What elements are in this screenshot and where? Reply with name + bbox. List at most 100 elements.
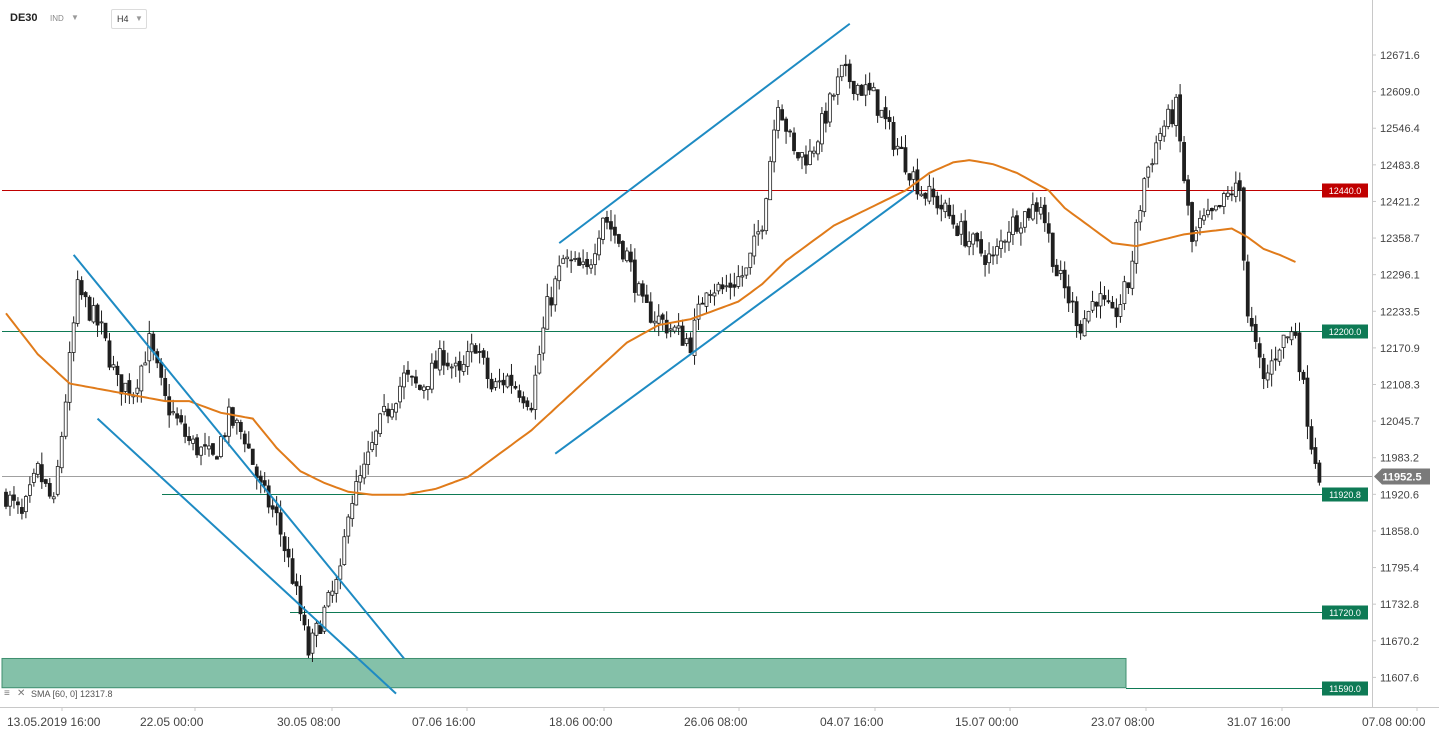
- candle: [1249, 306, 1254, 332]
- indicator-remove-icon[interactable]: ✕: [17, 688, 26, 699]
- candle: [1046, 212, 1051, 243]
- candle: [16, 497, 20, 514]
- candle: [915, 158, 920, 200]
- candle-body: [429, 362, 434, 390]
- candle: [1030, 192, 1035, 222]
- candle: [175, 407, 180, 426]
- candle-body: [1257, 343, 1262, 358]
- candle-body: [1233, 182, 1238, 197]
- candle: [593, 243, 597, 276]
- candle-body: [1019, 227, 1023, 234]
- candle-body: [262, 480, 267, 486]
- candle: [1126, 282, 1131, 294]
- candle-body: [569, 259, 574, 262]
- candle: [270, 497, 275, 518]
- candle: [656, 304, 661, 337]
- candle-body: [382, 405, 387, 413]
- candle-body: [1050, 232, 1055, 267]
- candle: [497, 368, 502, 389]
- candle-body: [294, 581, 299, 587]
- candle-body: [628, 251, 633, 263]
- candle: [366, 440, 371, 475]
- y-tick-label: 11858.0: [1380, 526, 1419, 538]
- indicator-menu-icon[interactable]: ≡: [4, 688, 10, 699]
- candle-body: [441, 350, 446, 366]
- candle-body: [234, 419, 239, 424]
- candle-body: [103, 322, 108, 339]
- candle-body: [1269, 360, 1274, 375]
- candle: [334, 575, 339, 603]
- candle-body: [1126, 282, 1131, 289]
- candle-body: [278, 512, 283, 535]
- y-tick-label: 12233.5: [1380, 306, 1420, 318]
- candle: [183, 415, 188, 444]
- candle: [632, 248, 637, 303]
- candle: [83, 291, 88, 308]
- candle: [1130, 250, 1135, 296]
- x-tick-label: 07.06 16:00: [412, 715, 476, 729]
- candle-body: [573, 258, 578, 260]
- symbol-label[interactable]: DE30: [10, 12, 38, 24]
- candle-body: [708, 294, 713, 296]
- y-tick-label: 12421.2: [1380, 196, 1420, 208]
- candle: [621, 239, 625, 263]
- candle-body: [728, 282, 733, 288]
- candle-body: [525, 400, 530, 407]
- candle: [1142, 177, 1147, 217]
- candle-body: [374, 430, 379, 445]
- candle: [597, 230, 601, 261]
- candle-body: [975, 232, 980, 242]
- candle-body: [792, 132, 796, 152]
- candle-body: [219, 436, 223, 457]
- candle-body: [1134, 221, 1139, 264]
- candle: [386, 403, 390, 424]
- timeframe-selector[interactable]: H4 ▼: [111, 9, 147, 29]
- candle-body: [529, 407, 534, 411]
- candle-body: [171, 411, 176, 414]
- candle: [541, 316, 546, 361]
- candle: [505, 373, 510, 389]
- candle-body: [71, 322, 76, 353]
- candle: [1202, 208, 1206, 226]
- candle: [437, 340, 442, 376]
- candle: [756, 220, 761, 246]
- candle-body: [613, 226, 617, 236]
- candle: [127, 373, 132, 404]
- candle: [465, 340, 470, 375]
- candle-body: [756, 231, 761, 235]
- candle-body: [187, 436, 191, 441]
- symbol-dropdown-chevron-icon[interactable]: ▼: [71, 13, 79, 22]
- candle: [370, 431, 375, 453]
- candle-body: [59, 436, 64, 469]
- candle-body: [1237, 180, 1242, 191]
- candle-body: [760, 229, 765, 232]
- candle-body: [306, 626, 311, 656]
- candle-body: [175, 413, 180, 419]
- candle-body: [1142, 178, 1147, 213]
- candle-body: [338, 565, 343, 580]
- candle: [1054, 258, 1059, 277]
- candle: [740, 265, 745, 287]
- level-tag-label-2: 11920.8: [1329, 490, 1361, 500]
- candle-body: [390, 409, 394, 418]
- candle-body: [1293, 331, 1298, 336]
- candle-body: [585, 258, 589, 268]
- candle-body: [1106, 300, 1111, 303]
- candle-body: [688, 337, 693, 354]
- level-tag-3: [1322, 605, 1368, 620]
- candle: [927, 174, 932, 205]
- candle-body: [859, 84, 864, 96]
- trendline-0: [72, 254, 405, 660]
- candle: [851, 80, 856, 101]
- candle: [613, 214, 617, 244]
- candle: [1198, 210, 1202, 236]
- timeframe-label: H4: [117, 14, 129, 24]
- candle: [700, 297, 705, 305]
- candle: [1166, 104, 1171, 130]
- candle: [1186, 174, 1190, 216]
- candle: [617, 233, 621, 248]
- candle: [1285, 336, 1290, 344]
- x-tick-label: 22.05 00:00: [140, 715, 204, 729]
- candle: [1066, 274, 1071, 312]
